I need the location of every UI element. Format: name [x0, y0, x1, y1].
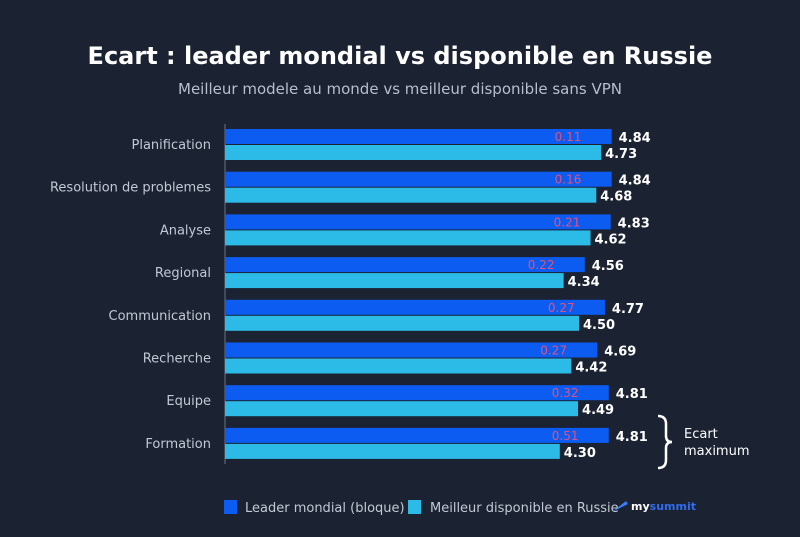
bar-russia	[225, 401, 579, 417]
value-label-russia: 4.73	[605, 147, 637, 162]
value-label-russia: 4.30	[564, 446, 596, 461]
legend-swatch-russia	[408, 500, 421, 514]
chart-subtitle: Meilleur modele au monde vs meilleur dis…	[178, 80, 622, 98]
category-label: Equipe	[166, 394, 211, 409]
gap-label: 0.51	[552, 429, 579, 443]
value-label-leader: 4.77	[612, 302, 644, 317]
value-label-russia: 4.34	[568, 275, 600, 290]
category-label: Analyse	[160, 223, 211, 238]
legend-label-leader: Leader mondial (bloque)	[245, 501, 405, 516]
bar-leader	[225, 385, 609, 401]
bar-leader	[225, 129, 612, 144]
gap-label: 0.32	[552, 386, 579, 400]
value-label-leader: 4.84	[619, 131, 651, 146]
gap-label: 0.11	[555, 130, 582, 144]
value-label-russia: 4.49	[582, 403, 614, 418]
bar-russia	[225, 230, 591, 246]
bar-russia	[225, 145, 602, 160]
bar-leader	[225, 214, 611, 230]
value-label-leader: 4.83	[618, 216, 650, 231]
value-label-leader: 4.81	[616, 430, 648, 445]
gap-label: 0.16	[555, 173, 582, 187]
bar-leader	[225, 257, 585, 273]
value-label-leader: 4.84	[619, 174, 651, 189]
chart-title: Ecart : leader mondial vs disponible en …	[88, 42, 713, 70]
gap-label: 0.27	[548, 301, 575, 315]
bar-russia	[225, 187, 597, 203]
bar-leader	[225, 171, 612, 187]
category-label: Communication	[109, 309, 211, 324]
category-label: Regional	[155, 266, 211, 281]
value-label-leader: 4.56	[592, 259, 624, 274]
gap-label: 0.22	[528, 258, 555, 272]
category-label: Recherche	[143, 352, 211, 367]
bar-leader	[225, 427, 609, 443]
bar-russia	[225, 315, 579, 331]
bar-leader	[225, 342, 598, 358]
value-label-russia: 4.50	[583, 318, 615, 333]
legend-swatch-leader	[224, 500, 237, 514]
annotation-line2: maximum	[684, 444, 750, 459]
value-label-russia: 4.62	[595, 232, 627, 247]
value-label-russia: 4.42	[575, 361, 607, 376]
bar-russia	[225, 273, 564, 289]
category-label: Planification	[132, 138, 211, 153]
bar-leader	[225, 299, 605, 315]
bar-russia	[225, 443, 560, 459]
category-label: Resolution de problemes	[50, 181, 211, 196]
logo: mysummit	[631, 500, 696, 513]
gap-label: 0.21	[554, 215, 581, 229]
bar-russia	[225, 358, 572, 374]
brace-icon	[657, 414, 673, 470]
value-label-leader: 4.81	[616, 387, 648, 402]
value-label-russia: 4.68	[600, 190, 632, 205]
category-label: Formation	[145, 437, 211, 452]
legend-label-russia: Meilleur disponible en Russie	[430, 501, 619, 516]
gap-label: 0.27	[540, 344, 567, 358]
annotation-line1: Ecart	[684, 427, 718, 442]
value-label-leader: 4.69	[604, 345, 636, 360]
logo-rocket-icon	[612, 501, 628, 512]
